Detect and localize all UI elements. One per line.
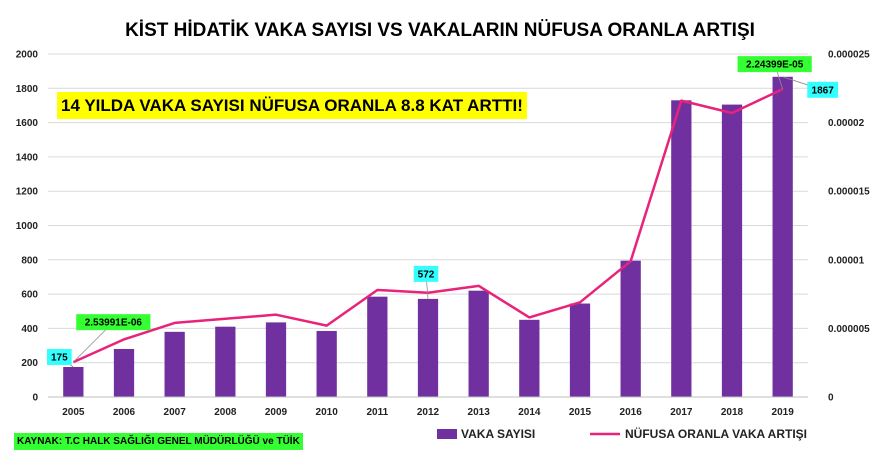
bar bbox=[316, 330, 337, 397]
bar bbox=[265, 322, 287, 397]
chart-title: KİST HİDATİK VAKA SAYISI VS VAKALARIN NÜ… bbox=[125, 20, 755, 41]
data-label-bg bbox=[76, 314, 151, 331]
left-tick-label: 1000 bbox=[16, 221, 39, 232]
x-tick-label: 2019 bbox=[772, 407, 795, 418]
bar bbox=[164, 331, 185, 397]
legend: VAKA SAYISI NÜFUSA ORANLA VAKA ARTIŞI bbox=[437, 426, 807, 441]
data-label-bg bbox=[413, 265, 439, 282]
left-tick-label: 0 bbox=[32, 393, 38, 404]
left-tick-label: 600 bbox=[21, 290, 38, 301]
left-tick-label: 200 bbox=[21, 358, 38, 369]
bar-series bbox=[63, 76, 793, 398]
x-tick-label: 2012 bbox=[417, 407, 440, 418]
bar bbox=[367, 296, 388, 397]
right-axis: 0 0.000005 0.00001 0.000015 0.00002 0.000025 bbox=[828, 50, 870, 404]
bar bbox=[772, 76, 793, 397]
x-tick-label: 2011 bbox=[366, 407, 388, 418]
right-tick-label: 0.000025 bbox=[828, 50, 870, 61]
source-note: KAYNAK: T.C HALK SAĞLIĞI GENEL MÜDÜRLÜĞÜ… bbox=[14, 433, 303, 450]
x-tick-label: 2015 bbox=[569, 407, 592, 418]
x-tick-label: 2018 bbox=[721, 407, 744, 418]
x-tick-label: 2005 bbox=[62, 407, 85, 418]
data-label-bg bbox=[807, 81, 839, 98]
data-labels: 175 572 1867 2.53991E-06 2.24399E-05 bbox=[47, 56, 839, 368]
data-label: 1867 bbox=[812, 85, 835, 96]
x-tick-label: 2009 bbox=[265, 407, 288, 418]
data-label-bg bbox=[47, 348, 72, 365]
left-tick-label: 1400 bbox=[16, 152, 39, 163]
data-label: 175 bbox=[51, 352, 68, 363]
left-tick-label: 2000 bbox=[16, 50, 39, 61]
line-series bbox=[72, 87, 784, 364]
right-tick-label: 0.000015 bbox=[828, 187, 870, 198]
data-label: 2.24399E-05 bbox=[746, 60, 804, 71]
x-tick-label: 2014 bbox=[518, 407, 541, 418]
headline-box: 14 YILDA VAKA SAYISI NÜFUSA ORANLA 8.8 K… bbox=[57, 92, 527, 119]
x-tick-label: 2013 bbox=[468, 407, 491, 418]
bar bbox=[569, 303, 591, 397]
x-tick-label: 2008 bbox=[214, 407, 237, 418]
bar bbox=[671, 100, 692, 398]
x-tick-label: 2006 bbox=[113, 407, 136, 418]
series-line bbox=[72, 87, 784, 364]
x-tick-label: 2016 bbox=[620, 407, 643, 418]
left-axis: 0 200 400 600 800 1000 1200 1400 1600 1800 2000 bbox=[16, 50, 39, 404]
x-axis: 2005 2006 2007 2008 2009 2010 2011 2012 2013 2014… bbox=[48, 396, 808, 418]
bar bbox=[468, 290, 489, 397]
bar bbox=[417, 298, 439, 397]
bar bbox=[721, 104, 743, 397]
bar bbox=[63, 366, 84, 397]
left-tick-label: 1800 bbox=[16, 84, 39, 95]
data-label: 572 bbox=[418, 269, 435, 280]
x-tick-label: 2010 bbox=[316, 407, 339, 418]
left-tick-label: 400 bbox=[21, 324, 38, 335]
x-tick-label: 2007 bbox=[164, 407, 187, 418]
bar bbox=[215, 326, 236, 397]
right-tick-label: 0 bbox=[828, 393, 834, 404]
bar bbox=[113, 348, 135, 397]
right-tick-label: 0.00001 bbox=[828, 255, 865, 266]
legend-label-line: NÜFUSA ORANLA VAKA ARTIŞI bbox=[625, 426, 807, 441]
bar bbox=[620, 260, 641, 397]
right-tick-label: 0.000005 bbox=[828, 324, 870, 335]
left-tick-label: 1600 bbox=[16, 118, 39, 129]
x-tick-label: 2017 bbox=[670, 407, 693, 418]
left-tick-label: 1200 bbox=[16, 187, 39, 198]
legend-label-bar: VAKA SAYISI bbox=[461, 427, 535, 441]
bar bbox=[519, 319, 540, 397]
right-tick-label: 0.00002 bbox=[828, 118, 865, 129]
legend-swatch-bar bbox=[437, 429, 457, 439]
data-label: 2.53991E-06 bbox=[85, 318, 143, 329]
data-label-bg bbox=[737, 56, 812, 73]
left-tick-label: 800 bbox=[21, 255, 38, 266]
